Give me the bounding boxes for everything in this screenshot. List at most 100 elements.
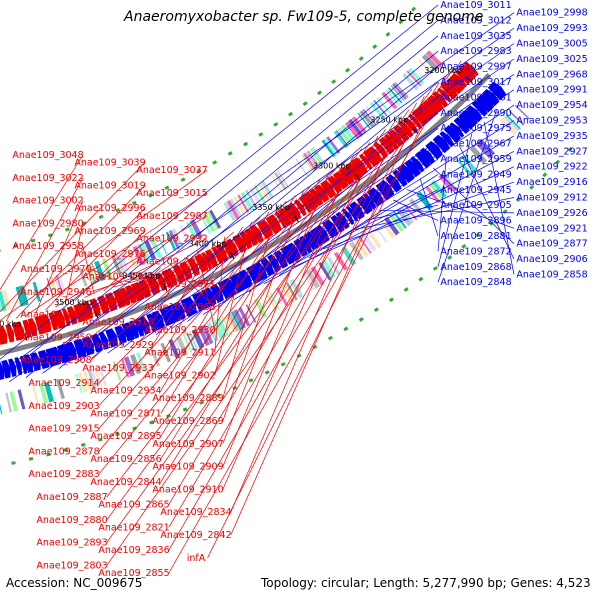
cog-block-minus bbox=[117, 251, 130, 272]
minus-strand-gene bbox=[119, 287, 131, 306]
tick-mark bbox=[466, 77, 473, 84]
gene-label-minus: Anae109_2821 bbox=[98, 522, 169, 533]
minus-strand-gene bbox=[27, 318, 38, 337]
connector-minus bbox=[90, 271, 152, 293]
gene-label-minus: Anae109_2915 bbox=[28, 424, 99, 435]
gene-label-plus: Anae109_2990 bbox=[440, 108, 511, 119]
tick-mark bbox=[94, 310, 99, 319]
gene-label-minus: Anae109_2803 bbox=[36, 560, 107, 571]
plus-strand-gene bbox=[370, 187, 385, 204]
plus-strand-gene bbox=[184, 296, 198, 316]
cog-block-plus bbox=[448, 167, 463, 184]
cog-block-minus bbox=[171, 228, 184, 248]
connector-minus bbox=[160, 160, 346, 460]
cog-block-plus bbox=[160, 342, 171, 363]
cog-block-minus bbox=[209, 209, 222, 229]
gene-label-minus: Anae109_2889 bbox=[152, 393, 223, 404]
gene-label-plus: Anae109_2896 bbox=[440, 216, 511, 227]
cog-block-minus bbox=[270, 174, 284, 193]
cog-block-plus bbox=[478, 138, 495, 156]
cog-block-minus bbox=[168, 230, 180, 250]
gene-label-minus: Anae109_2856 bbox=[90, 454, 161, 465]
tick-label: 3450 kbp bbox=[122, 271, 160, 280]
connector-plus bbox=[393, 199, 439, 221]
gene-label-minus: Anae109_2970 bbox=[20, 264, 91, 275]
gene-label-plus: Anae109_2921 bbox=[516, 223, 587, 234]
connector-plus bbox=[0, 20, 439, 381]
tick-label: 3200 kbp bbox=[424, 66, 462, 75]
cog-block-minus bbox=[132, 245, 145, 266]
cog-block-plus bbox=[503, 115, 520, 132]
gene-label-plus: Anae109_2959 bbox=[440, 154, 511, 165]
cog-block-minus bbox=[86, 264, 97, 284]
cog-block-minus bbox=[323, 138, 338, 156]
gene-label-plus: Anae109_2961 bbox=[440, 92, 511, 103]
gene-label-minus: Anae109_2942 bbox=[82, 272, 153, 283]
gene-label-plus: Anae109_2993 bbox=[516, 23, 587, 34]
tick-mark bbox=[24, 332, 28, 341]
gene-label-minus: Anae109_2958 bbox=[12, 241, 83, 252]
plus-strand-gene bbox=[174, 301, 186, 320]
plus-strand-gene bbox=[114, 325, 127, 345]
connector-minus bbox=[222, 154, 355, 467]
cog-block-plus bbox=[428, 182, 445, 201]
plus-strand-gene bbox=[419, 147, 435, 165]
gene-label-minus: Anae109_3015 bbox=[136, 188, 207, 199]
plus-strand-gene bbox=[425, 141, 443, 160]
plus-strand-gene bbox=[460, 109, 478, 128]
plus-strand-gene bbox=[414, 151, 431, 169]
plus-strand-gene bbox=[73, 338, 87, 359]
gene-label-minus: Anae109_3048 bbox=[12, 150, 83, 161]
cog-block-plus bbox=[305, 269, 321, 289]
minus-strand-gene bbox=[22, 319, 32, 339]
cog-block-plus bbox=[310, 266, 325, 286]
gene-label-plus: Anae109_2983 bbox=[440, 46, 511, 57]
connector-minus bbox=[222, 172, 330, 444]
connector-minus bbox=[90, 259, 180, 315]
tick-label: 3250 kbp bbox=[370, 116, 408, 125]
connector-plus bbox=[337, 189, 439, 240]
cog-block-plus bbox=[509, 110, 525, 126]
connector-minus bbox=[98, 184, 313, 429]
cog-block-plus bbox=[90, 368, 100, 389]
plus-strand-gene bbox=[280, 245, 297, 265]
cog-block-minus bbox=[408, 67, 425, 85]
gene-label-minus: Anae109_2907 bbox=[152, 439, 223, 450]
gene-label-minus: Anae109_2909 bbox=[152, 462, 223, 473]
connector-minus bbox=[168, 122, 394, 505]
gene-label-minus: Anae109_2918 bbox=[82, 317, 153, 328]
minus-strand-gene bbox=[113, 289, 126, 309]
gene-label-plus: Anae109_2926 bbox=[516, 208, 587, 219]
minus-strand-gene bbox=[0, 325, 8, 345]
cog-block-minus bbox=[111, 254, 122, 275]
gene-label-minus: Anae109_2855 bbox=[98, 568, 169, 579]
cog-block-plus bbox=[361, 232, 377, 252]
connector-minus bbox=[90, 268, 123, 284]
cog-block-plus bbox=[216, 317, 229, 338]
gene-label-minus: Anae109_2969 bbox=[74, 226, 145, 237]
connector-minus bbox=[25, 192, 207, 316]
minus-strand-gene bbox=[256, 219, 274, 240]
connector-minus bbox=[98, 216, 261, 384]
cog-block-plus bbox=[9, 391, 18, 412]
gene-label-plus: Anae109_2998 bbox=[516, 8, 587, 19]
minus-strand-gene bbox=[211, 246, 224, 265]
connector-plus bbox=[437, 133, 473, 267]
minus-strand-gene bbox=[124, 285, 137, 304]
gene-label-plus: Anae109_3011 bbox=[440, 0, 511, 11]
connector-minus bbox=[214, 236, 226, 353]
gene-label-minus: Anae109_2903 bbox=[28, 401, 99, 412]
cog-block-plus bbox=[475, 141, 493, 159]
connector-plus bbox=[58, 50, 439, 369]
gene-label-minus: Anae109_2992 bbox=[136, 234, 207, 245]
cog-block-plus bbox=[227, 312, 240, 332]
connector-minus bbox=[132, 276, 153, 281]
gene-label-minus: Anae109_2836 bbox=[98, 545, 169, 556]
cog-block-minus bbox=[144, 240, 157, 261]
connector-minus bbox=[0, 154, 84, 291]
minus-strand-gene bbox=[411, 108, 429, 127]
cog-block-plus bbox=[188, 331, 199, 351]
gene-label-plus: Anae109_2935 bbox=[516, 131, 587, 142]
cog-block-plus bbox=[380, 219, 396, 239]
gene-label-plus: Anae109_2975 bbox=[440, 123, 511, 134]
